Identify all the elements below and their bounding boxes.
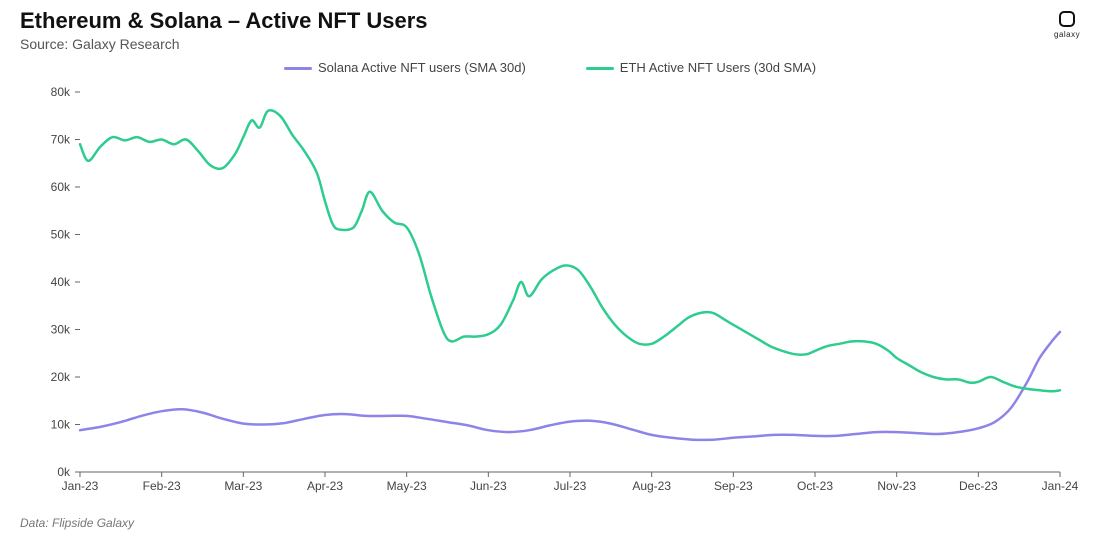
x-tick: Jul-23 bbox=[554, 472, 587, 493]
legend-swatch bbox=[586, 67, 614, 70]
svg-text:Oct-23: Oct-23 bbox=[797, 479, 833, 493]
chart-subtitle: Source: Galaxy Research bbox=[20, 36, 180, 52]
series-line bbox=[80, 110, 1060, 391]
svg-text:40k: 40k bbox=[51, 275, 71, 289]
legend-item: Solana Active NFT users (SMA 30d) bbox=[284, 60, 526, 75]
chart-area: 0k 10k 20k 30k 40k 50k 60k 70k 80k Jan-23 Feb-23 Ma… bbox=[20, 82, 1080, 498]
legend-item: ETH Active NFT Users (30d SMA) bbox=[586, 60, 816, 75]
chart-legend: Solana Active NFT users (SMA 30d) ETH Act… bbox=[0, 60, 1100, 75]
svg-text:80k: 80k bbox=[51, 85, 71, 99]
x-tick: Dec-23 bbox=[959, 472, 998, 493]
legend-label: ETH Active NFT Users (30d SMA) bbox=[620, 60, 816, 75]
svg-text:Jan-24: Jan-24 bbox=[1042, 479, 1079, 493]
svg-text:Mar-23: Mar-23 bbox=[224, 479, 262, 493]
svg-text:Feb-23: Feb-23 bbox=[143, 479, 181, 493]
svg-text:60k: 60k bbox=[51, 180, 71, 194]
svg-text:20k: 20k bbox=[51, 370, 71, 384]
line-chart: 0k 10k 20k 30k 40k 50k 60k 70k 80k Jan-23 Feb-23 Ma… bbox=[20, 82, 1080, 498]
svg-text:Sep-23: Sep-23 bbox=[714, 479, 753, 493]
svg-text:30k: 30k bbox=[51, 323, 71, 337]
galaxy-logo-icon bbox=[1058, 10, 1076, 28]
galaxy-logo: galaxy bbox=[1054, 10, 1080, 39]
y-tick: 20k bbox=[51, 370, 80, 384]
svg-text:Apr-23: Apr-23 bbox=[307, 479, 343, 493]
svg-text:May-23: May-23 bbox=[387, 479, 427, 493]
y-tick: 70k bbox=[51, 133, 80, 147]
x-tick: Aug-23 bbox=[632, 472, 671, 493]
y-tick: 60k bbox=[51, 180, 80, 194]
svg-text:Aug-23: Aug-23 bbox=[632, 479, 671, 493]
y-tick: 80k bbox=[51, 85, 80, 99]
x-tick: Jan-24 bbox=[1042, 472, 1079, 493]
svg-text:Jun-23: Jun-23 bbox=[470, 479, 507, 493]
svg-text:Jan-23: Jan-23 bbox=[62, 479, 99, 493]
x-tick: Nov-23 bbox=[877, 472, 916, 493]
y-tick: 10k bbox=[51, 418, 80, 432]
chart-title: Ethereum & Solana – Active NFT Users bbox=[20, 8, 428, 34]
x-tick: May-23 bbox=[387, 472, 427, 493]
x-tick: Oct-23 bbox=[797, 472, 833, 493]
x-tick: Apr-23 bbox=[307, 472, 343, 493]
svg-text:Jul-23: Jul-23 bbox=[554, 479, 587, 493]
legend-label: Solana Active NFT users (SMA 30d) bbox=[318, 60, 526, 75]
y-tick: 30k bbox=[51, 323, 80, 337]
galaxy-logo-label: galaxy bbox=[1054, 30, 1080, 39]
y-tick: 50k bbox=[51, 228, 80, 242]
svg-text:Nov-23: Nov-23 bbox=[877, 479, 916, 493]
y-tick: 40k bbox=[51, 275, 80, 289]
svg-text:Dec-23: Dec-23 bbox=[959, 479, 998, 493]
svg-text:0k: 0k bbox=[57, 465, 71, 479]
svg-text:10k: 10k bbox=[51, 418, 71, 432]
x-tick: Mar-23 bbox=[224, 472, 262, 493]
legend-swatch bbox=[284, 67, 312, 70]
svg-text:50k: 50k bbox=[51, 228, 71, 242]
x-tick: Feb-23 bbox=[143, 472, 181, 493]
series-line bbox=[80, 332, 1060, 440]
y-tick: 0k bbox=[57, 465, 80, 479]
x-tick: Jun-23 bbox=[470, 472, 507, 493]
svg-text:70k: 70k bbox=[51, 133, 71, 147]
chart-footer: Data: Flipside Galaxy bbox=[20, 516, 134, 530]
x-tick: Sep-23 bbox=[714, 472, 753, 493]
